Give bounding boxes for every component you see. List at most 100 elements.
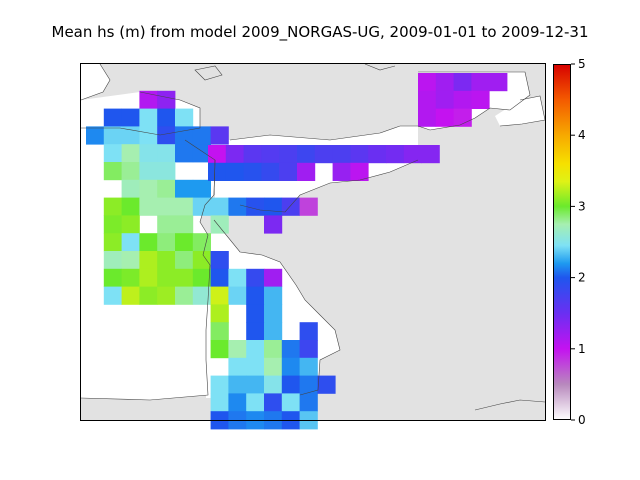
hs-cell <box>246 197 265 216</box>
hs-cell <box>192 233 211 252</box>
hs-cell <box>299 357 318 376</box>
hs-cell <box>228 268 247 287</box>
hs-cell <box>121 251 140 270</box>
hs-cell <box>264 304 283 323</box>
hs-cell <box>453 108 472 127</box>
hs-cell <box>139 162 158 181</box>
hs-cell <box>175 179 194 198</box>
hs-cell <box>103 215 122 234</box>
hs-cell <box>246 304 265 323</box>
hs-cell <box>299 393 318 412</box>
hs-cell <box>157 144 176 163</box>
hs-cell <box>281 197 300 216</box>
hs-cell <box>139 108 158 127</box>
hs-cell <box>243 145 262 164</box>
colorbar-tick-label: 0 <box>578 413 586 427</box>
figure-title: Mean hs (m) from model 2009_NORGAS-UG, 2… <box>51 23 589 41</box>
hs-cell <box>246 286 265 305</box>
hs-cell <box>297 162 316 181</box>
hs-cell <box>246 393 265 412</box>
hs-cell <box>299 375 318 394</box>
hs-cell <box>157 108 176 127</box>
hs-cell <box>175 126 194 145</box>
colorbar-tick-label: 1 <box>578 342 586 356</box>
hs-cell <box>103 197 122 216</box>
hs-cell <box>368 145 387 164</box>
hs-cell <box>261 145 280 164</box>
hs-cell <box>175 286 194 305</box>
hs-cell <box>103 268 122 287</box>
colorbar-tick-label: 4 <box>578 128 586 142</box>
hs-cell <box>139 251 158 270</box>
hs-cell <box>228 197 247 216</box>
colorbar-tick-label: 2 <box>578 271 586 285</box>
hs-cell <box>264 215 283 234</box>
hs-cell <box>103 286 122 305</box>
hs-cell <box>157 286 176 305</box>
hs-cell <box>332 162 351 181</box>
hs-cell <box>121 268 140 287</box>
colorbar-tick-label: 3 <box>578 199 586 213</box>
hs-cell <box>317 375 336 394</box>
hs-cell <box>192 197 211 216</box>
hs-cell <box>246 357 265 376</box>
hs-cell <box>210 393 229 412</box>
hs-cell <box>299 197 318 216</box>
hs-cell <box>175 251 194 270</box>
hs-cell <box>121 108 140 127</box>
hs-cell <box>139 286 158 305</box>
hs-cell <box>299 340 318 359</box>
hs-cell <box>157 162 176 181</box>
hs-grid-cells <box>86 73 508 430</box>
hs-cell <box>121 286 140 305</box>
hs-cell <box>175 268 194 287</box>
hs-cell <box>103 251 122 270</box>
map-frame <box>80 63 546 421</box>
hs-cell <box>210 286 229 305</box>
hs-cell <box>157 215 176 234</box>
hs-cell <box>121 144 140 163</box>
hs-cell <box>157 268 176 287</box>
hs-cell <box>210 215 229 234</box>
hs-cell <box>228 393 247 412</box>
hs-cell <box>210 251 229 270</box>
hs-cell <box>157 197 176 216</box>
hs-cell <box>103 233 122 252</box>
hs-cell <box>157 233 176 252</box>
hs-cell <box>139 197 158 216</box>
hs-cell <box>157 90 176 109</box>
hs-cell <box>121 233 140 252</box>
hs-cell <box>210 304 229 323</box>
hs-cell <box>264 268 283 287</box>
hs-cell <box>299 322 318 341</box>
hs-cell <box>403 145 422 164</box>
hs-cell <box>175 233 194 252</box>
hs-cell <box>139 90 158 109</box>
hs-cell <box>264 357 283 376</box>
colorbar-ticks: 0 1 2 3 4 5 <box>571 57 586 427</box>
hs-cell <box>225 162 244 181</box>
hs-cell <box>139 144 158 163</box>
hs-cell <box>103 162 122 181</box>
colorbar-frame <box>553 64 571 420</box>
hs-cell <box>246 375 265 394</box>
hs-cell <box>281 375 300 394</box>
hs-cell <box>157 126 176 145</box>
hs-cell <box>121 215 140 234</box>
hs-cell <box>210 340 229 359</box>
hs-cell <box>453 73 472 92</box>
hs-cell <box>471 90 490 109</box>
hs-cell <box>225 145 244 164</box>
hs-cell <box>210 268 229 287</box>
hs-cell <box>350 162 369 181</box>
hs-cell <box>314 145 333 164</box>
colorbar-tick-label: 5 <box>578 57 586 71</box>
hs-cell <box>175 108 194 127</box>
hs-cell <box>157 251 176 270</box>
hs-cell <box>471 73 490 92</box>
hs-cell <box>175 215 194 234</box>
hs-cell <box>435 108 454 127</box>
hs-cell <box>418 90 437 109</box>
hs-cell <box>279 145 298 164</box>
